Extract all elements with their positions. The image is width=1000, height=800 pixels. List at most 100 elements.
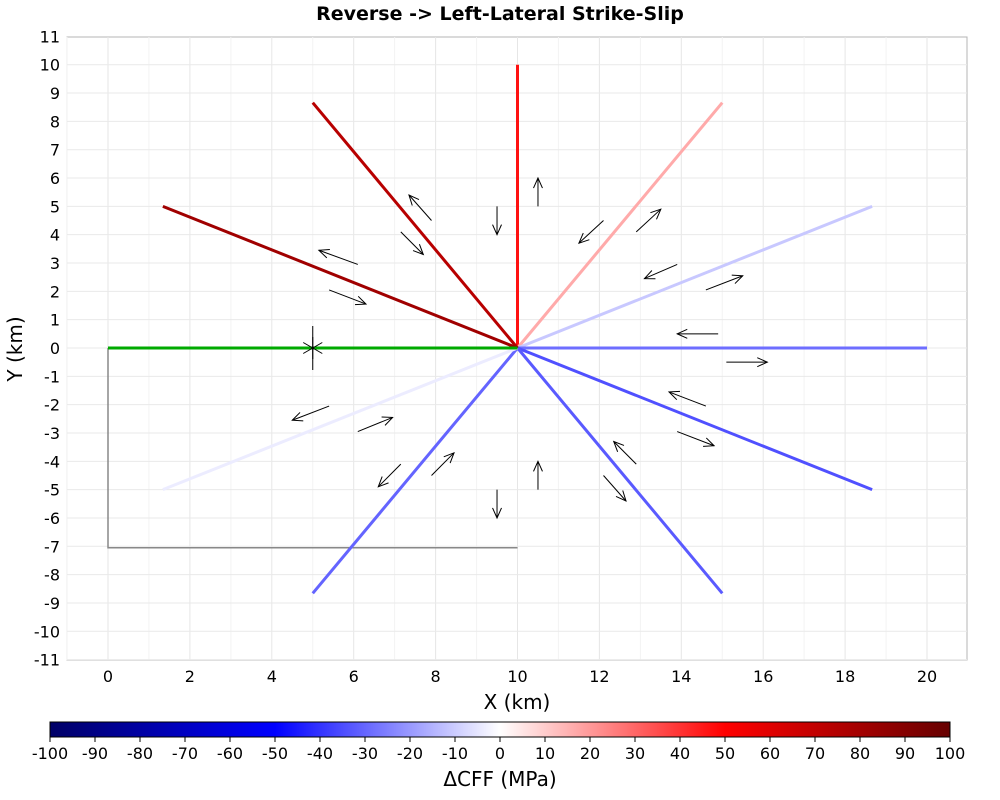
y-tick-label: 7 <box>50 141 60 160</box>
slip-arrow <box>377 463 402 488</box>
y-tick-label: -2 <box>44 396 60 415</box>
slip-arrow <box>291 405 330 422</box>
y-tick-label: 5 <box>50 197 60 216</box>
source-outline-line <box>107 348 518 549</box>
colorbar-tick-label: -20 <box>397 744 423 763</box>
slip-arrow-head <box>408 194 420 206</box>
y-tick-label: -10 <box>34 622 60 641</box>
x-tick-label: 4 <box>267 667 277 686</box>
slip-arrow-head <box>412 244 425 256</box>
colorbar-tick-label: -70 <box>172 744 198 763</box>
colorbar-tick-label: 90 <box>895 744 915 763</box>
colorbar-tick-label: 80 <box>850 744 870 763</box>
slip-arrow-shaft <box>292 405 330 421</box>
slip-arrow-head <box>667 390 681 401</box>
slip-arrow <box>431 451 455 476</box>
x-tick-label: 14 <box>671 667 691 686</box>
slip-arrow-head <box>675 328 688 339</box>
slip-arrow-shaft <box>408 194 432 221</box>
y-tick-label: 6 <box>50 169 60 188</box>
colorbar <box>49 721 951 738</box>
y-tick-label: 9 <box>50 84 60 103</box>
colorbar-tick-label: 70 <box>805 744 825 763</box>
x-tick-label: 6 <box>349 667 359 686</box>
y-tick-label: -1 <box>44 367 60 386</box>
slip-arrow <box>675 328 719 339</box>
slip-arrow <box>357 416 394 433</box>
slip-arrow-shaft <box>705 275 743 291</box>
slip-arrow-head <box>612 440 625 452</box>
slip-arrow <box>643 263 678 280</box>
x-tick-label: 0 <box>103 667 113 686</box>
y-tick-label: 3 <box>50 254 60 273</box>
y-tick-label: 2 <box>50 282 60 301</box>
source-outline <box>107 348 518 549</box>
slip-arrow <box>328 289 368 306</box>
x-tick-label: 20 <box>917 667 937 686</box>
y-tick-label: -9 <box>44 594 60 613</box>
y-tick-label: -7 <box>44 537 60 556</box>
y-tick-label: -5 <box>44 481 60 500</box>
colorbar-label: ΔCFF (MPa) <box>443 767 556 791</box>
slip-arrow-head <box>757 357 769 368</box>
slip-arrow-shaft <box>644 263 678 280</box>
colorbar-tick-label: -10 <box>442 744 468 763</box>
slip-arrow <box>533 460 543 490</box>
y-tick-label: -3 <box>44 424 60 443</box>
y-tick-label: -4 <box>44 452 60 471</box>
slip-arrow <box>400 231 425 256</box>
colorbar-ticks: -100 -90 -80 -70 -60 -50 -40 -30 -20 -10 0 10 20 30 40… <box>32 737 965 763</box>
slip-arrow <box>492 489 502 520</box>
colorbar-tick-label: -90 <box>82 744 108 763</box>
slip-arrow <box>677 431 716 447</box>
y-axis-label: Y (km) <box>3 316 27 382</box>
x-axis-label: X (km) <box>484 690 551 714</box>
y-tick-label: 4 <box>50 226 60 245</box>
receiver-fault-line <box>516 204 873 350</box>
slip-arrow-shaft <box>668 391 707 407</box>
y-tick-label: 0 <box>50 339 60 358</box>
receiver-fault-line <box>516 347 724 595</box>
slip-arrow-shaft <box>603 475 627 502</box>
slip-arrow <box>667 390 707 407</box>
slip-arrow-shaft <box>357 416 393 433</box>
y-tick-label: 8 <box>50 112 60 131</box>
colorbar-tick-label: -40 <box>307 744 333 763</box>
slip-arrow-head <box>731 274 744 284</box>
slip-arrow <box>603 475 627 502</box>
x-tick-label: 12 <box>589 667 609 686</box>
receiver-fault-line <box>162 346 519 492</box>
slip-arrow-head <box>615 490 627 502</box>
slip-arrow-head <box>317 248 330 259</box>
slip-arrow-head <box>533 176 543 189</box>
slip-arrow-head <box>578 232 590 245</box>
y-tick-label: -11 <box>34 651 60 670</box>
colorbar-tick-label: 60 <box>760 744 780 763</box>
y-tick-label: 10 <box>40 56 60 75</box>
colorbar-tick-label: 20 <box>580 744 600 763</box>
slip-arrow <box>533 176 543 207</box>
receiver-fault-line <box>311 101 519 349</box>
slip-arrow-head <box>492 507 502 520</box>
colorbar-tick-label: 40 <box>670 744 690 763</box>
slip-arrow-shaft <box>318 249 358 265</box>
hypocenter-marker <box>302 326 323 370</box>
receiver-fault-line <box>311 347 519 595</box>
slip-arrow-shaft <box>635 208 662 233</box>
slip-arrow-head <box>443 451 455 464</box>
x-tick-label: 2 <box>185 667 195 686</box>
slip-arrow-shaft <box>431 452 455 476</box>
colorbar-tick-label: 50 <box>715 744 735 763</box>
y-tick-label: 1 <box>50 311 60 330</box>
y-tick-label: -8 <box>44 566 60 585</box>
slip-arrow <box>705 274 744 291</box>
colorbar-tick-label: -100 <box>32 744 68 763</box>
colorbar-tick-label: 0 <box>495 744 505 763</box>
receiver-faults <box>162 64 927 595</box>
x-axis-ticks: 0 2 4 6 8 10 12 14 16 18 20 <box>103 667 937 686</box>
slip-arrow-head <box>533 460 543 472</box>
slip-arrow <box>635 208 662 233</box>
colorbar-tick-label: 30 <box>625 744 645 763</box>
